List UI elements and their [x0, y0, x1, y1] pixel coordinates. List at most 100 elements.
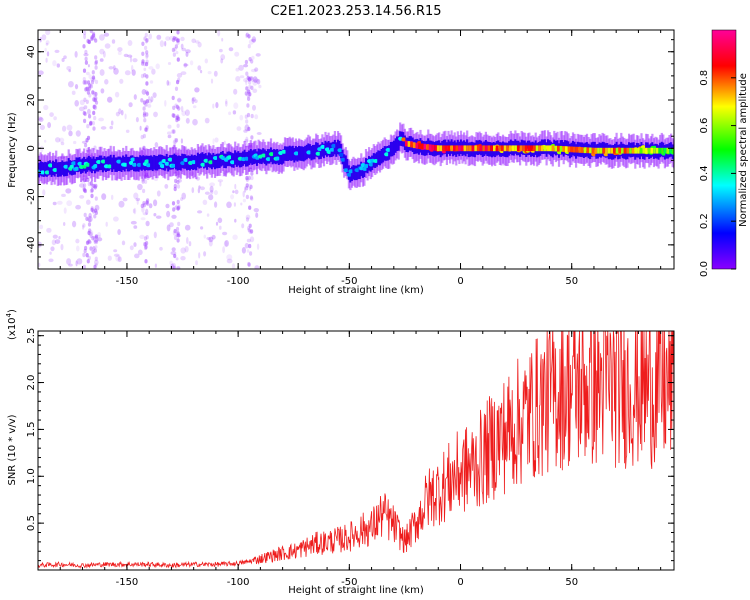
noise-speck — [176, 238, 180, 243]
noise-speck — [141, 89, 147, 95]
noise-speck — [55, 137, 61, 143]
noise-speck — [79, 99, 85, 106]
ridge-core — [196, 152, 199, 168]
noise-speck — [246, 112, 251, 118]
noise-speck — [220, 172, 226, 177]
noise-speck — [221, 37, 224, 42]
ridge-peak — [384, 152, 390, 157]
noise-speck — [88, 93, 92, 98]
noise-speck — [100, 126, 107, 130]
echo-peak — [634, 147, 637, 154]
noise-speck — [145, 208, 149, 215]
noise-speck — [91, 121, 95, 126]
noise-speck — [177, 178, 182, 183]
noise-speck — [245, 143, 249, 148]
colorbar-ticks: 0.0 0.2 0.4 0.6 0.8 — [699, 70, 736, 277]
echo-peak — [647, 147, 651, 154]
echo-peak — [578, 147, 581, 153]
snr-frame — [37, 330, 675, 571]
ridge-core — [62, 161, 66, 177]
noise-speck — [172, 105, 176, 111]
noise-speck — [252, 88, 258, 94]
y-tick-label: 1.0 — [26, 468, 37, 484]
noise-speck — [235, 67, 240, 72]
colorbar-label: Normalized spectral amplitude — [738, 73, 749, 227]
noise-speck — [247, 226, 251, 231]
noise-speck — [245, 183, 249, 188]
ridge-core — [42, 162, 45, 177]
echo-peak — [639, 147, 643, 154]
x-tick-label: -50 — [341, 577, 357, 588]
noise-speck — [85, 86, 89, 92]
noise-speck — [255, 53, 261, 57]
ridge-core — [52, 160, 55, 176]
snr-y-axis-label: SNR (10 * v/v) — [7, 414, 18, 485]
noise-speck — [143, 236, 148, 241]
noise-speck — [204, 191, 210, 195]
noise-speck — [86, 199, 91, 205]
noise-speck — [61, 193, 66, 197]
noise-speck — [145, 38, 149, 43]
noise-speck — [87, 39, 91, 44]
echo-peak — [650, 147, 653, 154]
echo-peak — [485, 145, 488, 152]
ridge-peak — [265, 157, 271, 162]
noise-speck — [250, 68, 257, 73]
noise-speck — [245, 86, 249, 91]
noise-speck — [49, 251, 52, 255]
ridge-core — [126, 156, 129, 172]
spectrogram-panel: -150 -100 -50 0 50 -40 -20 0 20 40 Height of stra… — [7, 29, 675, 296]
echo-peak — [557, 145, 560, 152]
ridge-core — [380, 149, 383, 164]
noise-speck — [144, 245, 148, 251]
noise-speck — [245, 217, 250, 222]
echo-peak — [655, 147, 659, 154]
noise-speck — [83, 105, 88, 110]
ridge-core — [47, 161, 50, 176]
noise-speck — [247, 145, 252, 150]
noise-speck — [246, 75, 250, 81]
noise-speck — [74, 51, 78, 58]
noise-speck — [247, 126, 251, 132]
noise-speck — [83, 118, 87, 124]
noise-speck — [238, 64, 244, 71]
ridge-core — [185, 155, 189, 171]
noise-speck — [118, 200, 125, 208]
noise-speck — [176, 114, 180, 119]
ridge-core — [243, 149, 246, 165]
echo-peak — [554, 145, 557, 152]
noise-speck — [133, 242, 137, 247]
ridge-core — [321, 142, 324, 157]
noise-speck — [68, 130, 73, 137]
ridge-core — [354, 165, 357, 181]
noise-speck — [107, 96, 113, 103]
ridge-core — [346, 158, 349, 174]
ridge-core — [382, 147, 385, 163]
noise-speck — [54, 49, 60, 54]
noise-speck — [245, 194, 249, 200]
echo-peak — [509, 145, 512, 152]
noise-speck — [38, 262, 41, 267]
noise-speck — [122, 197, 128, 202]
noise-speck — [153, 199, 158, 207]
echo-peak — [594, 147, 597, 154]
ridge-peak — [164, 161, 170, 166]
echo-peak — [495, 145, 499, 152]
noise-speck — [172, 36, 176, 41]
noise-speck — [140, 98, 144, 103]
ridge-core — [168, 155, 171, 170]
noise-speck — [145, 53, 149, 60]
ridge-core — [55, 159, 58, 174]
noise-speck — [144, 179, 148, 184]
noise-speck — [115, 111, 120, 117]
ridge-core — [271, 149, 274, 165]
noise-speck — [149, 80, 154, 84]
ridge-core — [97, 157, 100, 172]
noise-speck — [247, 96, 251, 102]
noise-speck — [228, 111, 232, 116]
noise-speck — [135, 117, 139, 123]
noise-speck — [93, 208, 98, 213]
echo-peak — [549, 145, 552, 152]
echo-peak — [565, 146, 568, 152]
noise-speck — [119, 78, 124, 84]
